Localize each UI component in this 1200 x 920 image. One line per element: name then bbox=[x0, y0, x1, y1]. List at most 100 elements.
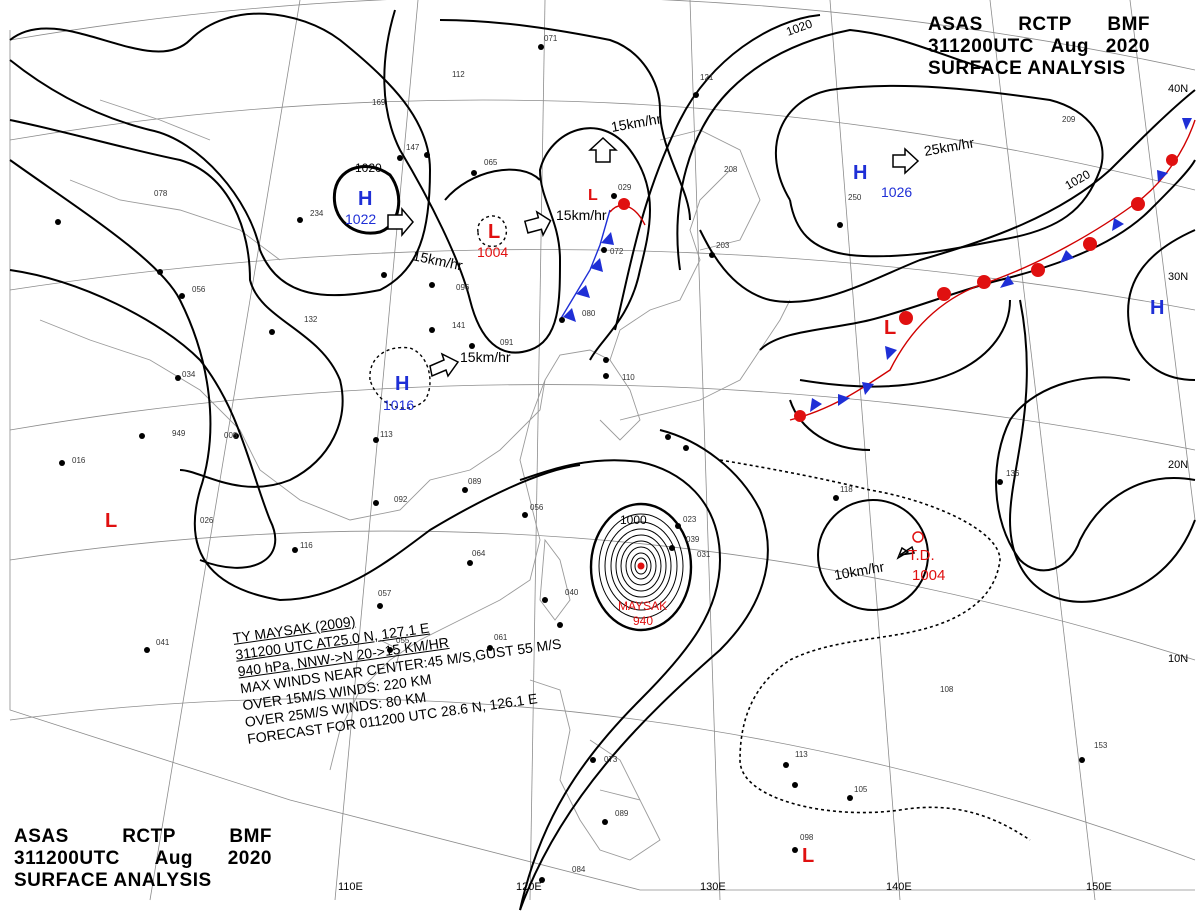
cold-front-triangle bbox=[810, 398, 822, 412]
high-value: 1026 bbox=[881, 184, 912, 200]
header-time: 311200UTC bbox=[928, 36, 1034, 57]
svg-text:056: 056 bbox=[192, 285, 206, 294]
pressure-centers: H 1022 L 1004 H 1016 H 1026 H L L L L bbox=[105, 162, 1164, 867]
svg-text:132: 132 bbox=[304, 315, 318, 324]
isobar bbox=[676, 28, 991, 271]
header-year: 2020 bbox=[1105, 36, 1150, 57]
arrow-right-icon bbox=[429, 352, 460, 378]
motion-speed: 15km/hr bbox=[460, 349, 511, 365]
svg-text:029: 029 bbox=[618, 183, 632, 192]
arrow-right-icon bbox=[892, 147, 920, 175]
warm-front-semicircle bbox=[1166, 154, 1178, 166]
isobar bbox=[1127, 229, 1196, 381]
isobar bbox=[699, 89, 1196, 303]
low-center: L bbox=[802, 845, 814, 867]
lat-label: 10N bbox=[1168, 653, 1188, 665]
station-labels: 112 065 234 078 056 132 141 096 034 949 … bbox=[72, 34, 1108, 874]
station-plots bbox=[55, 44, 1085, 883]
warm-front-semicircle bbox=[937, 287, 951, 301]
header-region: ASAS bbox=[14, 826, 69, 847]
isobar bbox=[759, 159, 1196, 351]
svg-text:084: 084 bbox=[572, 865, 586, 874]
header-title: SURFACE ANALYSIS bbox=[14, 870, 212, 891]
svg-text:040: 040 bbox=[565, 588, 579, 597]
isobar bbox=[439, 19, 691, 221]
header-year: 2020 bbox=[227, 848, 272, 869]
cold-front-triangle bbox=[1112, 218, 1124, 231]
svg-text:153: 153 bbox=[1094, 741, 1108, 750]
arrow-up-icon bbox=[588, 136, 618, 163]
storm-labels: MAYSAK 940 T.D. 1004 bbox=[618, 531, 945, 628]
low-center: L bbox=[884, 317, 896, 339]
cold-front-triangle bbox=[885, 346, 897, 360]
svg-text:208: 208 bbox=[724, 165, 738, 174]
svg-text:080: 080 bbox=[582, 309, 596, 318]
svg-text:118: 118 bbox=[840, 485, 853, 494]
svg-text:071: 071 bbox=[544, 34, 558, 43]
high-center: H bbox=[1150, 297, 1164, 319]
lon-label: 140E bbox=[886, 881, 912, 893]
typhoon-rings bbox=[589, 502, 693, 632]
svg-text:092: 092 bbox=[394, 495, 408, 504]
coastlines bbox=[39, 99, 791, 861]
svg-text:039: 039 bbox=[686, 535, 700, 544]
header-bulletin: BMF bbox=[1107, 14, 1150, 35]
high-center: H bbox=[395, 373, 409, 395]
header-title: SURFACE ANALYSIS bbox=[928, 58, 1126, 79]
lon-label: 120E bbox=[516, 881, 542, 893]
svg-text:065: 065 bbox=[484, 158, 498, 167]
cold-front-triangle bbox=[1000, 275, 1014, 288]
isobar bbox=[383, 9, 651, 361]
svg-text:136: 136 bbox=[1006, 469, 1020, 478]
td-label: T.D. bbox=[908, 547, 935, 564]
lon-label: 110E bbox=[338, 881, 363, 893]
svg-text:113: 113 bbox=[380, 430, 393, 439]
isobar-label: 1020 bbox=[355, 161, 382, 175]
warm-front-semicircle bbox=[1083, 237, 1097, 251]
cold-front bbox=[559, 198, 646, 322]
svg-text:105: 105 bbox=[854, 785, 868, 794]
lat-label: 30N bbox=[1168, 271, 1188, 283]
lat-label: 20N bbox=[1168, 459, 1188, 471]
svg-text:056: 056 bbox=[530, 503, 544, 512]
svg-text:949: 949 bbox=[172, 429, 186, 438]
svg-text:116: 116 bbox=[300, 541, 313, 550]
svg-text:031: 031 bbox=[697, 550, 711, 559]
stationary-front bbox=[789, 118, 1196, 422]
arrow-right-icon bbox=[523, 210, 552, 238]
closed-isobars bbox=[332, 165, 1031, 841]
svg-text:110: 110 bbox=[622, 373, 635, 382]
svg-text:064: 064 bbox=[472, 549, 486, 558]
svg-text:034: 034 bbox=[182, 370, 196, 379]
lon-label: 130E bbox=[700, 881, 726, 893]
header-station: RCTP bbox=[1018, 14, 1072, 35]
low-center: L bbox=[588, 187, 598, 204]
high-center: H bbox=[853, 162, 867, 184]
high-value: 1022 bbox=[345, 211, 376, 227]
svg-text:061: 061 bbox=[494, 633, 508, 642]
svg-text:026: 026 bbox=[200, 516, 214, 525]
isobars bbox=[9, 9, 1196, 911]
isobar bbox=[799, 299, 1011, 388]
arrow-right-icon bbox=[387, 206, 414, 238]
svg-text:147: 147 bbox=[406, 143, 420, 152]
header-station: RCTP bbox=[122, 826, 176, 847]
svg-text:057: 057 bbox=[378, 589, 392, 598]
high-value: 1016 bbox=[383, 397, 414, 413]
isobar bbox=[519, 459, 722, 911]
svg-text:091: 091 bbox=[500, 338, 514, 347]
header-bulletin: BMF bbox=[229, 826, 272, 847]
typhoon-pressure: 940 bbox=[633, 614, 653, 628]
svg-text:141: 141 bbox=[452, 321, 466, 330]
svg-text:089: 089 bbox=[615, 809, 629, 818]
svg-text:041: 041 bbox=[156, 638, 170, 647]
isobar bbox=[9, 12, 432, 297]
svg-text:023: 023 bbox=[683, 515, 697, 524]
svg-text:169: 169 bbox=[372, 98, 386, 107]
svg-text:072: 072 bbox=[610, 247, 624, 256]
header-time: 311200UTC bbox=[14, 848, 120, 869]
isobar bbox=[789, 399, 871, 451]
warm-front-semicircle bbox=[977, 275, 991, 289]
svg-text:209: 209 bbox=[1062, 115, 1076, 124]
